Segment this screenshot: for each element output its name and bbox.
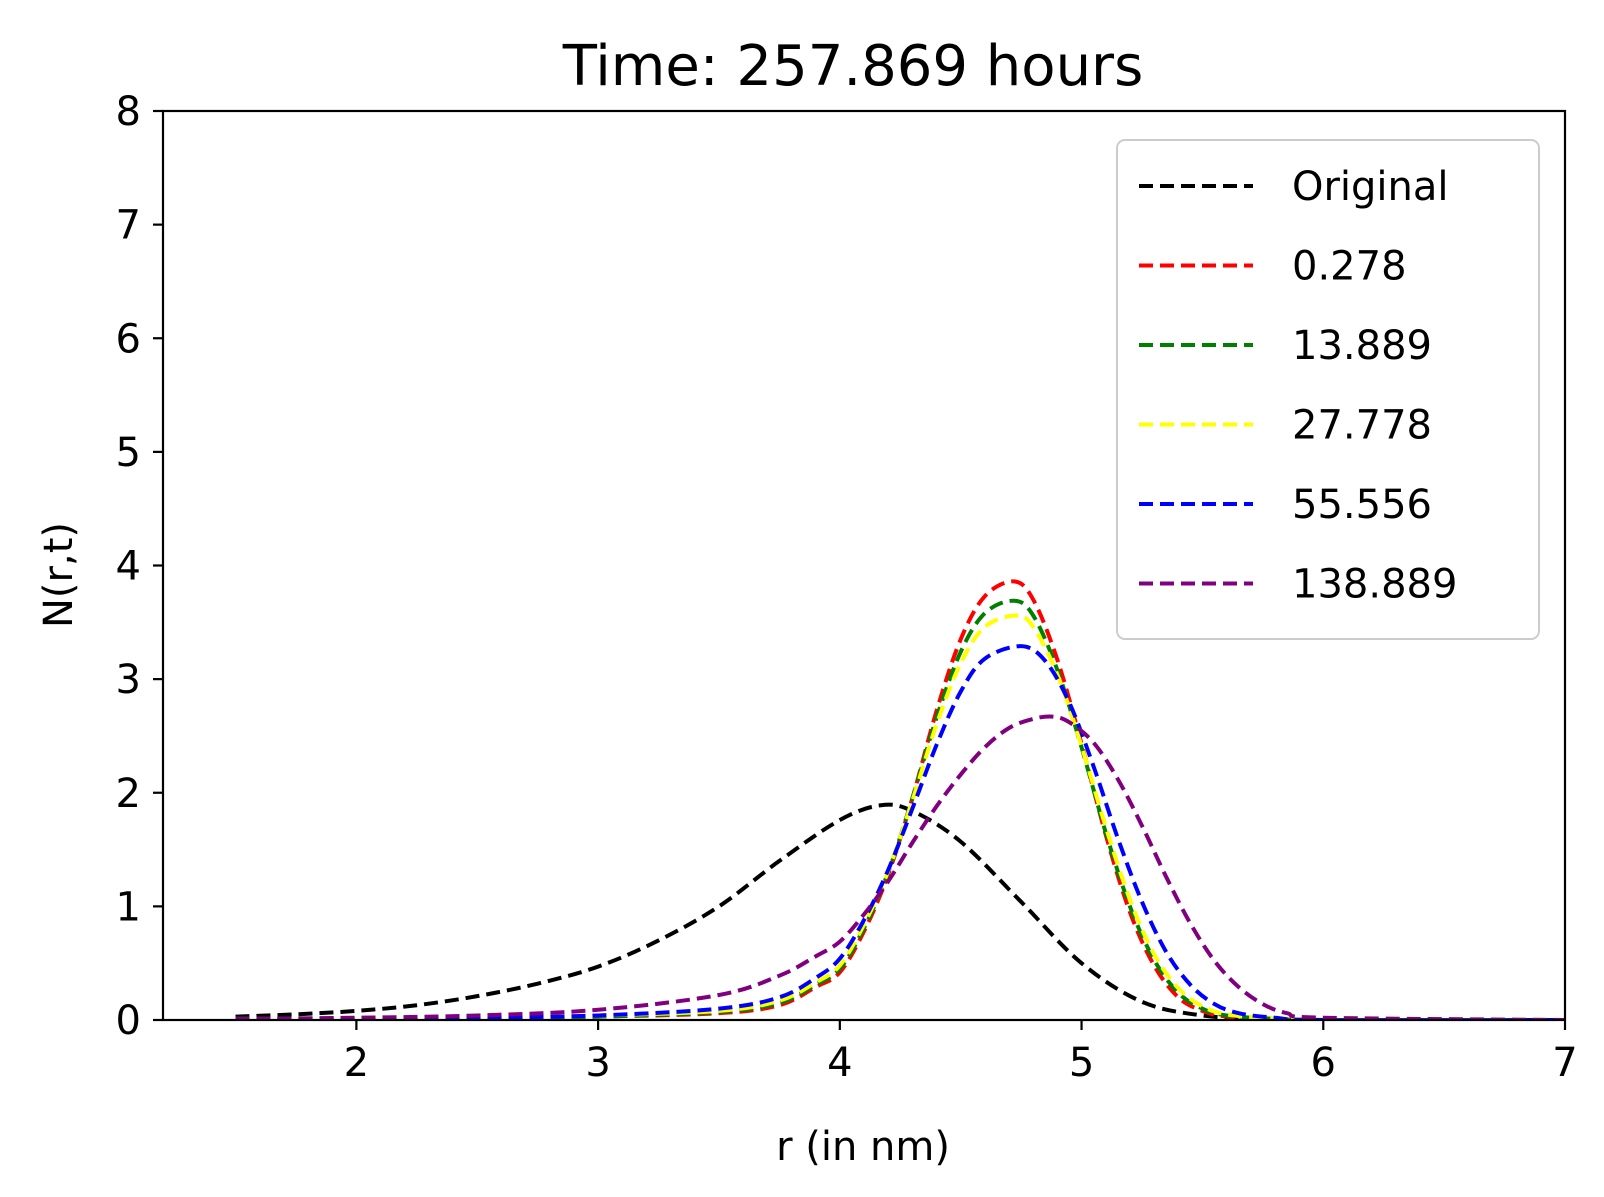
legend-box <box>1116 139 1540 640</box>
y-tick-label: 4 <box>116 544 141 590</box>
y-tick-label: 1 <box>116 884 141 930</box>
x-axis-title: r (in nm) <box>776 1124 950 1170</box>
y-tick-label: 7 <box>116 203 141 249</box>
y-tick-label: 2 <box>116 771 141 817</box>
series-line-3 <box>235 598 1565 1020</box>
series-lines <box>235 579 1565 1020</box>
x-tick-label: 2 <box>344 1040 369 1086</box>
legend-label: 138.889 <box>1292 562 1457 608</box>
chart-title: Time: 257.869 hours <box>562 34 1144 99</box>
y-tick-label: 6 <box>116 316 141 362</box>
series-line-6 <box>235 714 1565 1020</box>
legend: Original 0.278 13.889 27.778 55.556 138.889 <box>1116 139 1540 640</box>
series-line-5 <box>235 644 1565 1020</box>
y-tick-label: 0 <box>116 998 141 1044</box>
legend-label: 27.778 <box>1292 403 1432 449</box>
y-tick-label: 3 <box>116 657 141 703</box>
x-tick-label: 3 <box>585 1040 610 1086</box>
series-line-1 <box>235 802 1565 1020</box>
x-tick-label: 4 <box>827 1040 852 1086</box>
legend-label: 0.278 <box>1292 244 1407 290</box>
legend-label: Original <box>1292 164 1449 210</box>
y-tick-label: 8 <box>116 89 141 135</box>
x-tick-label: 6 <box>1311 1040 1336 1086</box>
legend-label: 13.889 <box>1292 323 1432 369</box>
y-tick-label: 5 <box>116 430 141 476</box>
x-tick-label: 5 <box>1069 1040 1094 1086</box>
plot-area: 2 3 4 5 6 7 0 1 2 3 4 5 6 7 8 <box>116 89 1578 1086</box>
x-tick-label: 7 <box>1552 1040 1577 1086</box>
y-axis-title: N(r,t) <box>36 522 82 628</box>
legend-label: 55.556 <box>1292 482 1432 528</box>
series-line-2 <box>235 579 1565 1020</box>
